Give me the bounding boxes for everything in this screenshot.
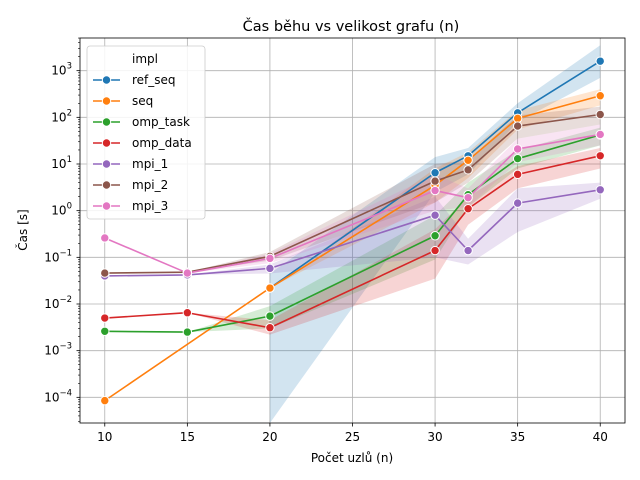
grid: [80, 38, 625, 423]
point-mpi_3: [463, 192, 473, 203]
legend-marker-omp_task: [101, 117, 112, 127]
legend-marker-mpi_2: [101, 180, 112, 190]
point-seq: [512, 113, 523, 124]
x-tick-label: 40: [593, 430, 608, 444]
band-ref_seq: [269, 45, 601, 423]
chart-title: Čas běhu vs velikost grafu (n): [243, 17, 460, 35]
point-omp_data: [100, 313, 110, 323]
x-axis: 10 15 20 25 30 35 40: [97, 423, 608, 444]
legend-label-ref_seq: ref_seq: [132, 73, 176, 87]
y-axis-label: Čas [s]: [15, 209, 30, 250]
point-omp_task: [265, 311, 275, 321]
legend-label-mpi_1: mpi_1: [132, 157, 168, 171]
point-ref_seq: [430, 168, 440, 178]
legend-marker-omp_data: [101, 138, 112, 148]
legend-marker-mpi_3: [101, 201, 112, 211]
point-omp_task: [182, 327, 193, 337]
point-seq: [463, 155, 473, 166]
legend-label-mpi_2: mpi_2: [132, 178, 168, 192]
point-seq: [595, 91, 605, 101]
point-omp_data: [512, 169, 523, 180]
point-mpi_3: [430, 185, 440, 196]
legend-title: impl: [132, 52, 158, 66]
point-mpi_1: [512, 198, 523, 208]
point-mpi_3: [100, 233, 110, 243]
series-markers: [100, 56, 605, 406]
band-mpi_2: [104, 106, 601, 274]
point-mpi_2: [463, 165, 473, 175]
point-mpi_2: [100, 268, 110, 278]
legend-marker-ref_seq: [101, 75, 112, 85]
y-tick-label: 10−2: [44, 295, 72, 311]
y-tick-label: 10−1: [44, 248, 72, 264]
point-seq: [265, 283, 275, 293]
point-omp_data: [430, 245, 440, 256]
legend-marker-seq: [101, 96, 112, 106]
legend-label-omp_task: omp_task: [132, 115, 190, 129]
point-mpi_3: [595, 129, 605, 140]
x-tick-label: 15: [180, 430, 195, 444]
point-mpi_3: [512, 144, 523, 154]
y-tick-label: 100: [51, 202, 72, 218]
x-tick-label: 10: [97, 430, 112, 444]
point-mpi_1: [595, 185, 605, 195]
y-tick-label: 103: [51, 62, 72, 78]
legend-label-mpi_3: mpi_3: [132, 199, 168, 213]
point-omp_task: [430, 231, 440, 241]
point-mpi_2: [430, 176, 440, 186]
point-omp_data: [182, 308, 193, 318]
point-mpi_1: [265, 263, 275, 274]
legend-label-omp_data: omp_data: [132, 136, 192, 150]
band-mpi_3: [104, 124, 601, 274]
band-mpi_1: [104, 182, 601, 276]
x-axis-label: Počet uzlů (n): [311, 451, 393, 465]
x-tick-label: 35: [510, 430, 525, 444]
legend-marker-mpi_1: [101, 159, 112, 169]
legend-label-seq: seq: [132, 94, 153, 108]
point-omp_data: [463, 204, 473, 214]
point-omp_task: [100, 326, 110, 337]
y-axis: 10−4 10−3 10−2 10−1 100 101 102 103: [44, 37, 80, 423]
y-tick-label: 102: [51, 108, 72, 124]
x-tick-label: 20: [262, 430, 277, 444]
band-seq: [104, 89, 601, 401]
point-mpi_3: [265, 253, 275, 264]
point-omp_data: [595, 151, 605, 161]
line-seq: [104, 94, 601, 402]
point-seq: [100, 395, 110, 406]
confidence-bands: [104, 45, 601, 423]
y-tick-label: 101: [51, 155, 72, 171]
legend-box: [86, 45, 206, 220]
point-omp_task: [512, 153, 523, 164]
point-ref_seq: [595, 56, 605, 66]
point-mpi_1: [430, 210, 440, 220]
band-omp_data: [104, 148, 601, 335]
point-mpi_2: [512, 121, 523, 131]
point-omp_data: [265, 323, 275, 333]
band-omp_task: [104, 127, 601, 333]
y-tick-label: 10−4: [44, 388, 72, 404]
x-tick-label: 30: [427, 430, 442, 444]
y-tick-label: 10−3: [44, 342, 72, 358]
point-mpi_3: [182, 268, 193, 278]
point-mpi_2: [595, 109, 605, 120]
point-mpi_1: [463, 245, 473, 256]
x-tick-label: 25: [345, 430, 360, 444]
